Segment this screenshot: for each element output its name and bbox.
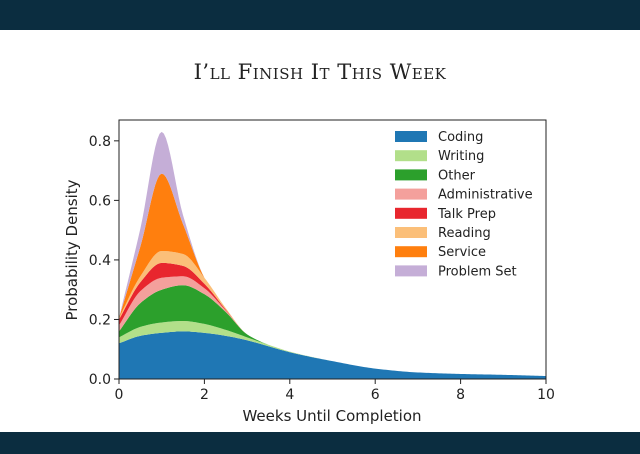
y-axis: 0.0 0.2 0.4 0.6 0.8 [89, 134, 119, 388]
y-tick-label: 0.0 [89, 372, 111, 388]
area-talk-prep [119, 262, 546, 377]
x-axis-label: Weeks Until Completion [242, 407, 421, 425]
area-other [119, 285, 546, 377]
area-coding [119, 331, 546, 379]
legend-swatch-other [395, 169, 427, 181]
y-tick-label: 0.8 [89, 134, 111, 150]
area-layer [119, 131, 546, 379]
y-tick-label: 0.6 [89, 193, 111, 209]
x-tick-label: 10 [537, 387, 555, 403]
footer-bar [0, 432, 640, 454]
legend-label-administrative: Administrative [438, 188, 533, 203]
y-tick-label: 0.2 [89, 312, 111, 328]
area-writing [119, 320, 546, 377]
y-axis-label: Probability Density [63, 179, 81, 320]
slide-title: I’ll Finish It This Week [193, 60, 447, 84]
legend-label-coding: Coding [438, 130, 483, 145]
legend-label-writing: Writing [438, 149, 484, 164]
legend-label-service: Service [438, 245, 486, 260]
legend-label-talk-prep: Talk Prep [437, 207, 496, 222]
legend-swatch-writing [395, 150, 427, 162]
legend-swatch-talk-prep [395, 207, 427, 219]
legend-label-problem-set: Problem Set [438, 264, 517, 279]
legend-swatch-service [395, 246, 427, 258]
y-tick-label: 0.4 [89, 253, 111, 269]
area-problem-set [119, 131, 546, 377]
legend-label-other: Other [438, 168, 476, 183]
plot-frame [118, 119, 547, 380]
legend-label-reading: Reading [438, 226, 491, 241]
x-tick-label: 6 [371, 387, 380, 403]
x-tick-label: 0 [115, 387, 124, 403]
legend-swatch-reading [395, 227, 427, 238]
area-service [119, 173, 546, 377]
x-tick-label: 8 [456, 387, 465, 403]
legend-swatch-problem-set [395, 265, 427, 277]
x-tick-label: 4 [285, 387, 294, 403]
legend-swatch-coding [395, 131, 427, 142]
area-administrative [119, 276, 546, 377]
header-bar [0, 0, 640, 30]
x-tick-label: 2 [200, 387, 209, 403]
legend: Coding Writing Other Administrative Talk Pre… [395, 130, 533, 279]
x-axis: 0 2 4 6 8 10 [115, 379, 555, 403]
legend-swatch-administrative [395, 188, 427, 200]
